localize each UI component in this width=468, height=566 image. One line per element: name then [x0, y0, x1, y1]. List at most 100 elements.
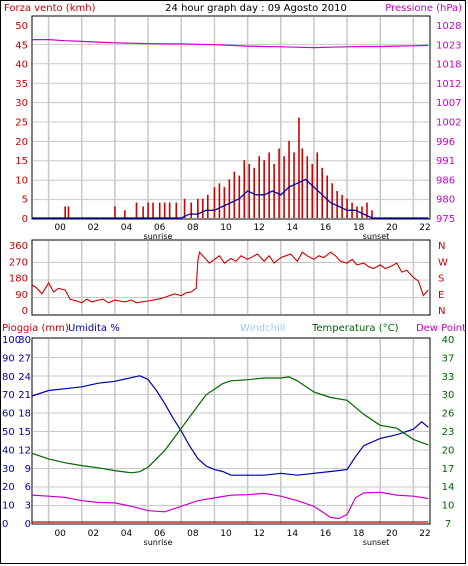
temperature-y-ticks: 7 10 14 17 20 23 26 30 33 37 40 [442, 335, 455, 530]
x-tick-label: 16 [320, 529, 332, 539]
x-tick-label: 10 [220, 529, 232, 539]
temperature-y-tick-label: 7 [445, 519, 451, 530]
humidity-axis-label: Umidita % [68, 323, 120, 334]
direction-y-tick-label: 180 [9, 274, 28, 285]
temperature-line [31, 376, 429, 474]
pressure-y-tick-label: 986 [436, 175, 455, 186]
x-tick-label: 14 [287, 529, 299, 539]
pressure-y-tick-label: 991 [436, 156, 455, 167]
humidity-y-ticks: 0 10 20 30 40 50 60 70 80 90 100 [2, 335, 21, 530]
compass-label: N [438, 306, 445, 317]
rain-y-tick-label: 12 [18, 445, 31, 456]
rain-y-tick-label: 3 [25, 501, 31, 512]
direction-chart-series [31, 251, 429, 304]
x-tick-label: 20 [386, 223, 398, 233]
x-tick-label: 12 [253, 529, 264, 539]
sunrise-label: sunrise [144, 538, 173, 547]
compass-label: N [438, 241, 445, 252]
graph-title: 24 hour graph day : 09 Agosto 2010 [165, 3, 347, 14]
temperature-y-tick-label: 40 [442, 335, 455, 346]
rain-y-tick-label: 24 [18, 372, 31, 383]
rain-y-tick-label: 15 [18, 427, 31, 438]
pressure-axis-label: Pressione (hPa) [385, 3, 462, 14]
rain-y-tick-label: 30 [18, 335, 31, 346]
rain-y-tick-label: 21 [18, 390, 31, 401]
direction-chart-plot [31, 239, 431, 316]
direction-y-tick-label: 0 [22, 306, 28, 317]
x-tick-label: 00 [54, 223, 66, 233]
pressure-y-tick-label: 975 [436, 214, 455, 225]
wind-axis-label: Forza vento (kmh) [4, 3, 96, 14]
temperature-y-tick-label: 33 [442, 372, 455, 383]
x-tick-label: 10 [220, 223, 232, 233]
humidity-y-tick-label: 10 [2, 501, 15, 512]
humidity-line [31, 375, 429, 476]
temperature-y-tick-label: 37 [442, 353, 455, 364]
temperature-axis-label: Temperatura (°C) [311, 323, 399, 334]
wind-chart-plot [31, 15, 431, 220]
x-tick-label: 06 [154, 529, 166, 539]
temperature-y-tick-label: 14 [442, 482, 455, 493]
humidity-y-tick-label: 50 [2, 427, 15, 438]
rain-y-tick-label: 18 [18, 409, 31, 420]
humidity-y-tick-label: 30 [2, 464, 15, 475]
x-tick-label: 00 [54, 529, 66, 539]
x-tick-label: 16 [320, 223, 332, 233]
temperature-chart-series [31, 375, 429, 523]
wind-chart-series [32, 39, 429, 219]
wind-chart-x-ticks: 00 02 04 06 08 10 12 14 16 18 20 22 sunrise sunset [54, 223, 430, 241]
temperature-y-tick-label: 30 [442, 390, 455, 401]
x-tick-label: 02 [88, 223, 99, 233]
temperature-chart-x-ticks: 00 02 04 06 08 10 12 14 16 18 20 22 sunrise sunset [54, 529, 430, 547]
wind-y-ticks: 0 5 10 15 20 25 30 35 40 45 50 [15, 21, 28, 225]
direction-y-tick-label: 360 [9, 241, 28, 252]
temperature-y-tick-label: 20 [442, 445, 455, 456]
wind-y-tick-label: 30 [15, 98, 28, 109]
humidity-y-tick-label: 40 [2, 445, 15, 456]
pressure-line [32, 39, 429, 49]
pressure-y-ticks: 975 980 986 991 996 1002 1007 1012 1018 1023 1028 [436, 21, 461, 225]
dewpoint-axis-label: Dew Point [416, 323, 466, 334]
x-tick-label: 08 [187, 529, 199, 539]
x-tick-label: 04 [121, 223, 133, 233]
humidity-y-tick-label: 80 [2, 372, 15, 383]
rain-y-tick-label: 27 [18, 353, 31, 364]
humidity-y-tick-label: 70 [2, 390, 15, 401]
direction-y-ticks: 0 90 180 270 360 [9, 241, 28, 317]
x-tick-label: 18 [353, 529, 365, 539]
compass-label: E [438, 290, 444, 301]
wind-y-tick-label: 0 [22, 214, 28, 225]
humidity-y-tick-label: 20 [2, 482, 15, 493]
pressure-y-tick-label: 996 [436, 137, 455, 148]
compass-label: W [438, 257, 448, 268]
rain-y-ticks: 0 3 6 9 12 15 18 21 24 27 30 [18, 335, 31, 530]
temperature-y-tick-label: 10 [442, 501, 455, 512]
humidity-y-tick-label: 100 [2, 335, 21, 346]
wind-y-tick-label: 15 [15, 156, 28, 167]
wind-chart-grid [33, 17, 429, 218]
wind-avg-line [32, 178, 429, 219]
sunrise-label: sunrise [144, 232, 173, 241]
sunset-label: sunset [363, 232, 390, 241]
x-tick-label: 14 [287, 223, 299, 233]
humidity-y-tick-label: 0 [2, 519, 8, 530]
direction-line [31, 251, 429, 304]
x-tick-label: 18 [353, 223, 365, 233]
x-tick-label: 04 [121, 529, 133, 539]
wind-y-tick-label: 45 [15, 40, 28, 51]
pressure-y-tick-label: 1002 [436, 118, 461, 129]
wind-y-tick-label: 50 [15, 21, 28, 32]
wind-y-tick-label: 40 [15, 60, 28, 71]
temperature-y-tick-label: 17 [442, 464, 455, 475]
wind-y-tick-label: 10 [15, 175, 28, 186]
humidity-y-tick-label: 90 [2, 353, 15, 364]
rain-axis-label: Pioggia (mm) [2, 323, 69, 334]
temperature-y-tick-label: 26 [442, 409, 455, 420]
x-tick-label: 12 [253, 223, 264, 233]
pressure-y-tick-label: 980 [436, 195, 455, 206]
direction-y-tick-label: 270 [9, 257, 28, 268]
x-tick-label: 08 [187, 223, 199, 233]
dewpoint-line [31, 491, 429, 520]
